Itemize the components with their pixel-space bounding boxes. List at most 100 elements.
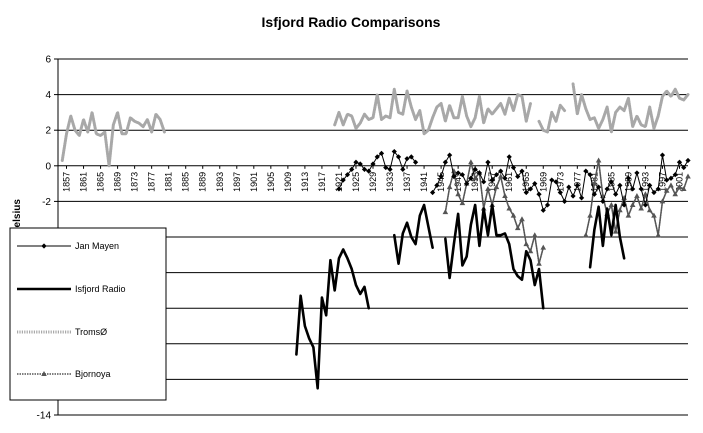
data-point	[502, 193, 508, 199]
data-point	[523, 189, 529, 196]
data-point	[459, 172, 465, 178]
data-point	[349, 166, 355, 172]
data-point	[493, 172, 500, 178]
data-point	[625, 212, 632, 218]
y-tick-label: 0	[45, 161, 51, 172]
x-tick-label: 1877	[147, 172, 157, 192]
x-tick-label: 1925	[351, 172, 361, 192]
x-tick-label: 1885	[181, 172, 191, 192]
data-point	[668, 175, 674, 181]
data-point	[344, 172, 351, 178]
data-point	[476, 170, 483, 176]
data-point	[497, 173, 504, 179]
data-point	[629, 201, 636, 207]
series-line	[333, 87, 532, 136]
data-point	[608, 201, 615, 207]
data-point	[340, 177, 346, 183]
data-point	[685, 173, 691, 179]
data-point	[638, 186, 644, 192]
data-point	[459, 200, 466, 206]
x-tick-label: 1929	[368, 172, 378, 192]
x-tick-label: 1953	[470, 172, 480, 192]
data-point	[489, 177, 495, 183]
series-isfjord-radio	[295, 203, 626, 390]
x-tick-label: 1977	[572, 172, 582, 192]
x-tick-label: 1917	[317, 172, 327, 192]
data-point	[455, 170, 461, 176]
data-point	[587, 172, 593, 178]
x-tick-label: 1897	[232, 172, 242, 192]
legend-marker	[41, 243, 47, 249]
x-tick-label: 1973	[555, 172, 565, 192]
data-point	[498, 168, 504, 174]
data-point	[493, 184, 500, 190]
data-point	[591, 191, 597, 197]
series-line	[537, 103, 567, 134]
data-point	[630, 186, 636, 192]
data-point	[366, 168, 372, 174]
legend-label: Jan Mayen	[75, 241, 119, 251]
data-point	[685, 157, 691, 164]
series-line	[60, 110, 166, 168]
legend-marker	[41, 371, 47, 376]
data-point	[540, 207, 546, 213]
series-line	[295, 248, 371, 390]
data-point	[408, 154, 414, 160]
data-point	[612, 228, 619, 234]
data-point	[451, 173, 457, 180]
data-point	[672, 172, 678, 178]
data-point	[527, 248, 534, 254]
x-tick-label: 1961	[504, 172, 514, 192]
series-line	[392, 203, 434, 266]
data-point	[655, 232, 662, 238]
data-point	[464, 181, 470, 187]
data-point	[536, 191, 542, 197]
data-point	[553, 179, 559, 185]
data-point	[374, 154, 380, 160]
data-point	[638, 205, 644, 211]
x-tick-label: 1937	[402, 172, 412, 192]
data-point	[651, 212, 657, 218]
data-point	[681, 164, 687, 171]
x-tick-label: 1905	[266, 172, 276, 192]
data-point	[647, 182, 653, 188]
data-point	[595, 157, 602, 163]
x-tick-label: 1865	[96, 172, 106, 192]
data-point	[634, 170, 640, 176]
data-point	[481, 179, 487, 185]
data-point	[468, 175, 474, 181]
x-tick-label: 1965	[521, 172, 531, 192]
data-point	[502, 175, 508, 181]
legend: Jan Mayen Isfjord Radio TromsØ Bjornoya	[9, 227, 167, 401]
data-point	[485, 159, 491, 165]
data-point	[523, 241, 530, 247]
data-point	[544, 202, 551, 208]
x-tick-label: 1945	[436, 172, 446, 192]
data-point	[506, 205, 513, 211]
data-point	[668, 182, 674, 188]
data-point	[387, 166, 393, 172]
data-point	[429, 189, 436, 196]
data-point	[596, 184, 602, 190]
x-tick-label: 1921	[334, 172, 344, 192]
data-point	[353, 159, 359, 165]
x-tick-label: 1901	[249, 172, 259, 192]
data-point	[540, 244, 547, 250]
data-point	[664, 177, 670, 183]
data-point	[676, 184, 683, 190]
data-point	[570, 193, 576, 199]
data-point	[536, 260, 542, 266]
data-point	[531, 232, 538, 238]
data-point	[412, 159, 419, 165]
data-point	[400, 166, 406, 172]
series-layer	[60, 82, 691, 390]
data-point	[357, 161, 363, 167]
x-tick-label: 1857	[62, 172, 72, 192]
y-tick-label: 2	[45, 126, 51, 137]
data-point	[395, 154, 402, 160]
data-point	[370, 161, 376, 167]
data-point	[434, 182, 440, 188]
y-tick-label: 4	[45, 90, 51, 101]
x-tick-label: 1909	[283, 172, 293, 192]
data-point	[361, 166, 368, 172]
